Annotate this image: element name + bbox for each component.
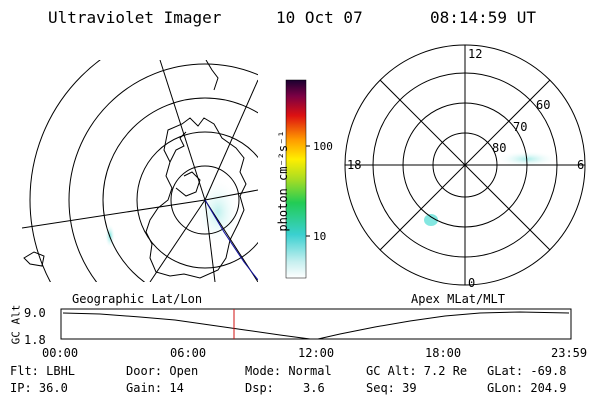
time-tick-00: 00:00 [42,346,79,360]
time-label: 08:14:59 UT [430,8,536,27]
date-label: 10 Oct 07 [276,8,363,27]
time-tick-18: 18:00 [425,346,462,360]
mode-value: Mode: Normal [245,364,332,378]
app-title: Ultraviolet Imager [48,8,222,27]
altitude-curve [62,311,570,340]
altitude-tick-9: 9.0 [24,306,46,320]
time-tick-12: 12:00 [298,346,335,360]
mlt-label-0: 0 [468,276,476,290]
left-panel-caption: Geographic Lat/Lon [72,292,203,306]
glat-value: GLat: -69.8 [487,364,567,378]
time-tick-06: 06:00 [170,346,207,360]
dsp-value: 3.6 [303,381,325,395]
time-tick-end: 23:59 [551,346,588,360]
altitude-tick-1-8: 1.8 [24,333,46,347]
gain-value: Gain: 14 [126,381,184,395]
door-status: Door: Open [126,364,199,378]
colorbar-tick-100: 100 [313,140,333,153]
mlat-label-70: 70 [513,120,528,134]
mlat-label-80: 80 [492,141,507,155]
seq-value: Seq: 39 [366,381,417,395]
colorbar-tick-10: 10 [313,230,327,243]
mlt-label-6: 6 [577,158,585,172]
polar-aurora-spot [424,214,438,226]
gc-alt-value: GC Alt: 7.2 Re [366,364,468,378]
ip-value: IP: 36.0 [10,381,68,395]
dsp-label: Dsp: [245,381,274,395]
right-panel-caption: Apex MLat/MLT [411,292,505,306]
mlt-label-18: 18 [347,158,362,172]
mlt-label-12: 12 [468,47,483,61]
filter-value: Flt: LBHL [10,364,76,378]
mlat-label-60: 60 [536,98,551,112]
glon-value: GLon: 204.9 [487,381,567,395]
